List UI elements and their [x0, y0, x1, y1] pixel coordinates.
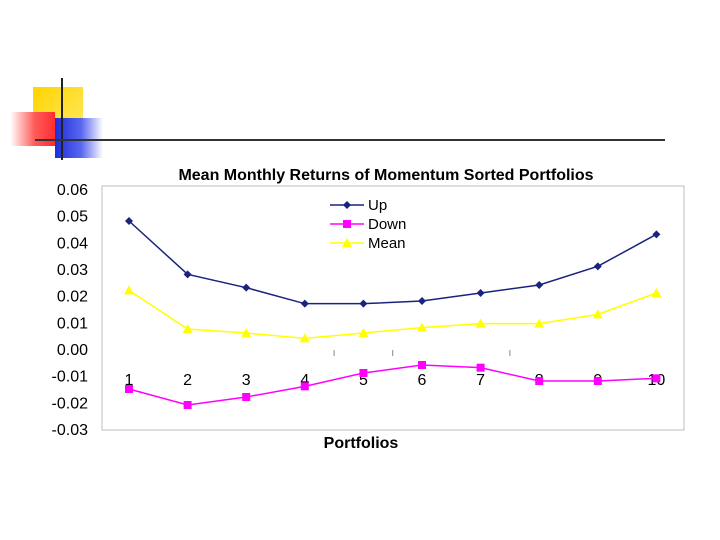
data-point-down [418, 361, 426, 369]
data-point-down [535, 377, 544, 385]
data-point-down [183, 401, 192, 409]
legend-marker [343, 220, 351, 228]
legend-label: Up [368, 197, 387, 214]
data-point-down [476, 363, 485, 372]
y-axis: 0.06 0.05 0.04 0.03 0.02 0.01 0.00 -0.01 -0.02 -0… [52, 182, 89, 439]
data-point-mean [124, 285, 134, 295]
legend-marker [343, 201, 351, 209]
legend-marker [342, 238, 352, 247]
x-tick-label: 3 [242, 372, 251, 389]
y-tick-label: -0.03 [52, 422, 89, 439]
data-point-down [593, 377, 602, 385]
x-tick-label: 7 [476, 372, 485, 389]
x-tick-label: 6 [418, 372, 427, 389]
data-point-mean [475, 318, 486, 328]
data-point-up [652, 230, 661, 239]
series-mean [124, 285, 662, 343]
data-point-mean [534, 318, 545, 328]
legend-box [322, 188, 418, 258]
y-tick-label: 0.03 [57, 262, 88, 279]
data-point-down [242, 393, 251, 401]
x-axis-label: Portfolios [324, 435, 399, 452]
data-point-up [242, 283, 251, 292]
legend-item: Up [330, 197, 387, 214]
data-point-mean [651, 288, 662, 297]
x-tick-label: 4 [300, 372, 309, 389]
x-tick-label: 5 [359, 372, 368, 389]
data-point-up [476, 289, 485, 297]
series-down [125, 361, 661, 409]
x-tick-label: 2 [183, 372, 192, 389]
y-tick-label: 0.01 [57, 315, 88, 332]
data-point-mean [417, 322, 427, 332]
y-tick-label: -0.02 [52, 395, 89, 412]
chart-title: Mean Monthly Returns of Momentum Sorted … [178, 167, 593, 184]
y-tick-label: 0.00 [57, 342, 88, 359]
series-line-mean [128, 289, 657, 340]
y-tick-label: 0.05 [57, 209, 88, 226]
legend-label: Mean [368, 235, 406, 252]
data-point-up [125, 217, 133, 225]
data-point-up [183, 270, 192, 279]
y-tick-label: 0.04 [57, 235, 88, 252]
data-point-up [300, 299, 309, 308]
y-tick-label: -0.01 [52, 369, 89, 386]
y-tick-label: 0.06 [57, 182, 88, 199]
data-point-mean [299, 333, 310, 343]
legend-item: Down [330, 216, 406, 233]
data-point-down [359, 369, 368, 377]
data-point-down [300, 382, 309, 391]
data-point-mean [182, 324, 193, 333]
legend-item: Mean [330, 235, 406, 252]
series-up [125, 217, 661, 308]
legend: Up Down Mean [322, 188, 418, 258]
data-point-up [418, 297, 426, 305]
data-point-mean [358, 328, 369, 337]
decor-blue-square [55, 118, 103, 158]
data-point-up [535, 281, 544, 289]
data-point-down [652, 374, 661, 383]
series-line-up [128, 220, 657, 305]
data-point-up [359, 299, 368, 308]
legend-label: Down [368, 216, 406, 233]
x-tick-label: 1 [125, 372, 134, 389]
decor-horizontal-line [35, 139, 665, 141]
series-line-down [128, 364, 657, 406]
decor-vertical-line [61, 78, 63, 160]
data-point-down [125, 385, 133, 393]
y-tick-label: 0.02 [57, 289, 88, 306]
data-point-mean [592, 309, 603, 319]
data-point-mean [241, 328, 252, 337]
data-point-up [593, 262, 602, 271]
series-layer [124, 217, 662, 409]
